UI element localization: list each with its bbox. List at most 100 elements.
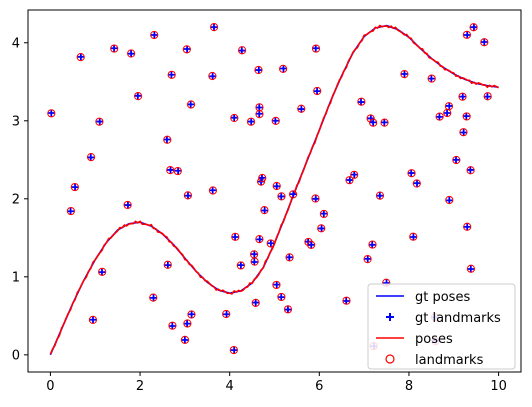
landmark-point — [134, 92, 143, 101]
landmark-estimate-marker — [134, 92, 143, 101]
landmark-estimate-marker — [444, 102, 454, 111]
gt-landmark-marker — [443, 109, 451, 117]
landmark-point — [254, 65, 263, 75]
landmark-estimate-marker — [70, 182, 79, 192]
landmark-estimate-marker — [186, 100, 196, 109]
gt-landmark-marker — [149, 294, 157, 302]
gt-landmark-marker — [255, 104, 263, 112]
gt-landmark-marker — [252, 299, 260, 307]
gt-landmark-marker — [150, 31, 158, 39]
gt-landmark-marker — [167, 71, 175, 79]
gt-landmark-marker — [312, 195, 320, 203]
landmark-point — [168, 321, 177, 330]
landmark-point — [180, 335, 190, 344]
landmark-estimate-marker — [466, 264, 476, 273]
landmark-estimate-marker — [445, 195, 454, 205]
gt-landmark-marker — [342, 297, 350, 305]
gt-landmark-marker — [368, 241, 376, 249]
legend-label-gt-landmarks: gt landmarks — [415, 311, 501, 326]
gt-landmark-marker — [167, 166, 175, 174]
landmark-estimate-marker — [297, 104, 306, 113]
landmark-estimate-marker — [208, 71, 217, 81]
landmark-point — [231, 232, 240, 241]
landmark-estimate-marker — [288, 190, 298, 199]
landmark-estimate-marker — [357, 97, 366, 106]
landmark-estimate-marker — [435, 112, 444, 121]
gt-landmark-marker — [480, 38, 488, 46]
gt-landmark-marker — [77, 53, 85, 61]
landmark-estimate-marker — [363, 255, 372, 264]
gt-landmark-marker — [184, 192, 192, 200]
landmark-point — [255, 110, 264, 119]
landmark-point — [375, 191, 385, 200]
gt-landmark-marker — [312, 44, 320, 52]
landmark-point — [412, 179, 421, 188]
landmark-point — [208, 71, 217, 81]
landmark-estimate-marker — [368, 240, 377, 249]
landmark-estimate-marker — [110, 44, 119, 53]
landmark-point — [283, 305, 293, 314]
gt-landmark-marker — [452, 156, 460, 164]
gt-landmark-marker — [407, 169, 415, 177]
gt-landmark-marker — [435, 113, 443, 121]
landmark-point — [427, 74, 436, 83]
landmark-point — [123, 200, 132, 210]
gt-landmark-marker — [413, 179, 421, 187]
landmark-estimate-marker — [427, 74, 436, 83]
landmark-estimate-marker — [462, 30, 471, 39]
gt-landmark-marker — [230, 346, 238, 354]
gt-landmark-marker — [445, 102, 453, 110]
landmark-estimate-marker — [236, 261, 245, 270]
gt-landmark-marker — [96, 118, 104, 126]
landmark-point — [369, 118, 378, 127]
landmark-point — [246, 117, 256, 126]
gt-landmark-marker — [71, 183, 79, 191]
landmark-point — [445, 195, 454, 205]
landmark-estimate-marker — [350, 170, 359, 179]
landmark-estimate-marker — [163, 135, 172, 144]
landmark-point — [255, 235, 264, 244]
gt-landmark-marker — [164, 261, 172, 269]
landmark-point — [459, 128, 468, 137]
gt-landmark-marker — [127, 50, 135, 58]
landmark-point — [187, 310, 196, 319]
landmark-estimate-marker — [255, 235, 264, 244]
gt-landmark-marker — [247, 118, 255, 126]
gt-landmark-marker — [409, 233, 417, 241]
landmark-estimate-marker — [307, 240, 316, 249]
landmark-estimate-marker — [180, 335, 190, 344]
landmark-point — [462, 112, 471, 121]
gt-landmark-marker — [47, 109, 55, 117]
landmark-point — [250, 257, 259, 266]
legend-label-landmarks: landmarks — [415, 353, 484, 368]
gt-landmark-marker — [256, 235, 264, 243]
landmark-point — [363, 255, 372, 264]
gt-landmark-marker — [376, 192, 384, 200]
landmark-point — [277, 292, 286, 302]
gt-landmark-marker — [284, 306, 292, 314]
gt-landmark-marker — [277, 293, 285, 301]
gt-landmark-marker — [110, 44, 118, 52]
landmark-point — [272, 280, 281, 290]
landmark-estimate-marker — [317, 224, 326, 233]
gt-landmark-marker — [209, 72, 217, 80]
landmark-point — [70, 182, 79, 192]
gt-landmark-marker — [289, 190, 297, 198]
landmark-estimate-marker — [345, 176, 354, 185]
landmark-estimate-marker — [98, 267, 107, 276]
gt-landmark-marker — [460, 128, 468, 136]
landmark-estimate-marker — [266, 239, 275, 248]
landmark-point — [313, 86, 322, 96]
landmark-estimate-marker — [255, 110, 264, 119]
gt-landmark-marker — [369, 118, 377, 126]
y-tick-label: 3 — [12, 114, 20, 129]
landmark-point — [466, 166, 475, 175]
landmark-point — [311, 194, 320, 203]
gt-landmark-marker — [467, 265, 475, 273]
landmark-point — [279, 64, 288, 73]
legend-swatch-landmarks — [385, 354, 395, 364]
gt-landmark-marker — [357, 98, 365, 106]
landmark-estimate-marker — [149, 293, 158, 302]
landmark-estimate-marker — [483, 92, 492, 101]
